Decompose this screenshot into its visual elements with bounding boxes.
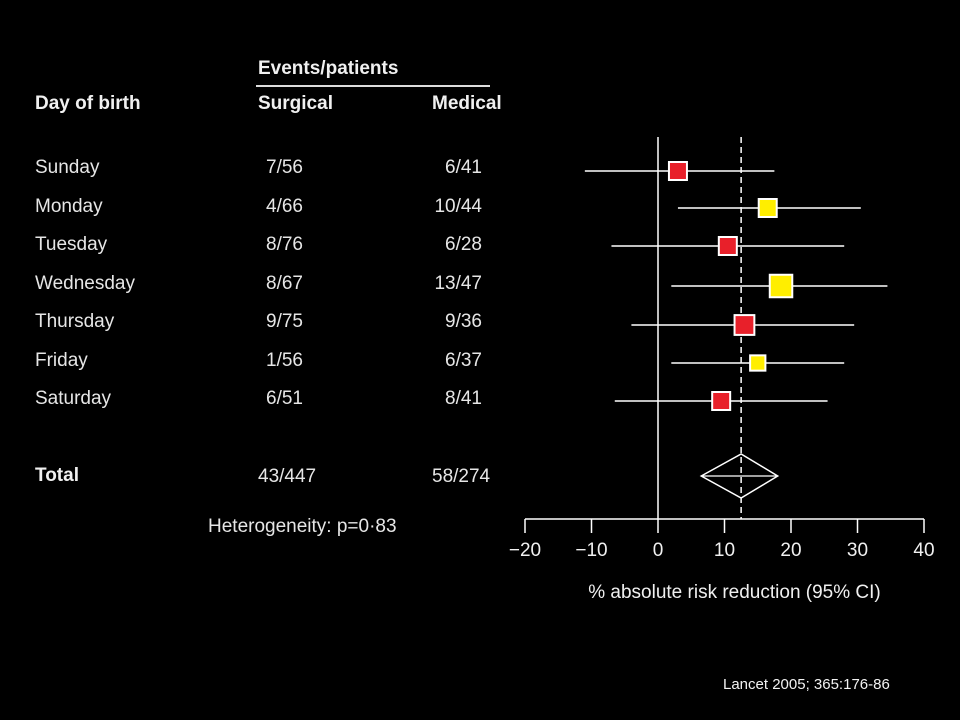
citation: Lancet 2005; 365:176-86 (723, 676, 890, 693)
x-tick-label: 10 (714, 540, 735, 561)
x-tick-label: 30 (847, 540, 868, 561)
row-medical-value: 13/47 (434, 273, 482, 294)
x-axis-label: % absolute risk reduction (95% CI) (588, 582, 881, 603)
point-estimate-marker (667, 161, 688, 181)
row-surgical-value: 6/51 (266, 388, 303, 409)
row-surgical-value: 9/75 (266, 311, 303, 332)
events-patients-rule (256, 85, 490, 87)
point-estimate-marker (717, 236, 738, 256)
heterogeneity-note: Heterogeneity: p=0·83 (208, 516, 397, 537)
row-surgical-value: 7/56 (266, 157, 303, 178)
x-tick-label: 20 (780, 540, 801, 561)
row-medical-value: 9/36 (445, 311, 482, 332)
medical-header: Medical (432, 93, 502, 114)
row-medical-value: 10/44 (434, 196, 482, 217)
point-estimate-marker (711, 391, 732, 411)
total-medical: 58/274 (432, 466, 491, 487)
point-estimate-marker (768, 273, 794, 299)
point-estimate-marker (749, 354, 767, 372)
row-surgical-value: 1/56 (266, 350, 303, 371)
total-label: Total (35, 465, 79, 486)
point-estimate-marker (733, 314, 756, 336)
row-surgical-value: 4/66 (266, 196, 303, 217)
row-medical-value: 6/41 (445, 157, 482, 178)
row-day-label: Tuesday (35, 234, 108, 255)
x-tick-label: −10 (575, 540, 607, 561)
events-patients-header: Events/patients (258, 58, 399, 79)
row-day-label: Thursday (35, 311, 115, 332)
surgical-header: Surgical (258, 93, 333, 114)
row-day-label: Friday (35, 350, 88, 371)
row-day-label: Monday (35, 196, 103, 217)
row-medical-value: 6/28 (445, 234, 482, 255)
row-medical-value: 8/41 (445, 388, 482, 409)
row-surgical-value: 8/76 (266, 234, 303, 255)
row-day-label: Saturday (35, 388, 112, 409)
x-tick-label: −20 (509, 540, 541, 561)
total-surgical: 43/447 (258, 466, 317, 487)
row-day-label: Wednesday (35, 273, 135, 294)
point-estimate-marker (757, 198, 778, 218)
x-tick-label: 40 (913, 540, 934, 561)
row-surgical-value: 8/67 (266, 273, 303, 294)
row-medical-value: 6/37 (445, 350, 482, 371)
day-of-birth-header: Day of birth (35, 93, 141, 114)
row-day-label: Sunday (35, 157, 100, 178)
x-tick-label: 0 (653, 540, 664, 561)
